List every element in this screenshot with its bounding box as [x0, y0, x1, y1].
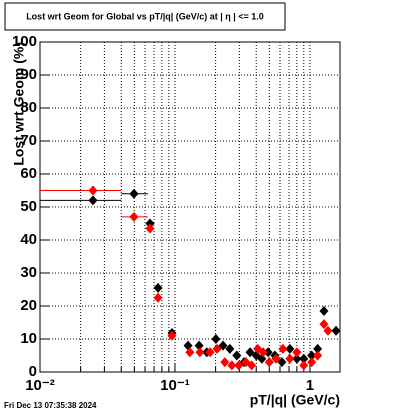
chart-title: Lost wrt Geom for Global vs pT/|q| (GeV/…	[26, 11, 264, 21]
data-point	[247, 360, 257, 371]
data-point	[225, 343, 235, 354]
data-point	[185, 347, 195, 358]
data-point	[285, 343, 295, 354]
data-point	[285, 353, 295, 364]
data-point	[88, 185, 98, 196]
data-point	[129, 188, 139, 199]
y-tick-label: 100	[12, 33, 37, 50]
data-point	[323, 325, 333, 336]
data-point	[220, 357, 230, 368]
data-point	[145, 223, 155, 234]
data-point	[258, 347, 268, 358]
data-point	[319, 319, 329, 330]
data-point	[194, 340, 204, 351]
data-point	[211, 334, 221, 344]
data-point	[153, 282, 163, 293]
data-point	[307, 350, 317, 361]
data-point	[245, 347, 255, 358]
plot-frame	[39, 41, 341, 373]
data-point	[205, 347, 215, 358]
y-tick-label: 10	[20, 330, 37, 347]
data-point	[319, 305, 329, 316]
x-tick-label: 1	[306, 377, 314, 394]
y-tick-label: 70	[20, 132, 37, 149]
data-point	[299, 360, 309, 371]
data-point	[257, 353, 267, 364]
data-point	[212, 343, 222, 354]
data-point	[232, 350, 242, 361]
data-point	[227, 360, 237, 371]
data-point	[331, 325, 341, 336]
x-tick-label: 10⁻²	[25, 377, 55, 394]
y-tick-label: 60	[20, 165, 37, 182]
y-tick-label: 0	[29, 363, 37, 380]
y-tick-label: 90	[20, 66, 37, 83]
data-point	[299, 353, 309, 364]
data-point	[271, 353, 281, 364]
data-point	[307, 357, 317, 368]
y-tick-label: 30	[20, 264, 37, 281]
data-point	[263, 347, 273, 358]
footer: Fri Dec 13 07:35:38 2024	[4, 401, 97, 410]
x-tick-label: 10⁻¹	[160, 377, 190, 394]
data-point	[313, 350, 323, 361]
data-point	[153, 292, 163, 303]
data-point	[292, 347, 302, 358]
data-point	[292, 353, 302, 364]
y-tick-label: 40	[20, 231, 37, 248]
y-tick-label: 80	[20, 99, 37, 116]
data-point	[88, 195, 98, 206]
y-tick-label: 50	[20, 198, 37, 215]
data-point	[129, 211, 139, 222]
data-point	[313, 343, 323, 354]
y-tick-label: 20	[20, 297, 37, 314]
data-point	[234, 360, 244, 371]
data-point	[167, 330, 177, 341]
data-point	[195, 347, 205, 358]
data-point	[278, 343, 288, 354]
title-box	[4, 2, 286, 31]
data-point	[264, 357, 274, 368]
x-axis-label: pT/|q| (GeV/c)	[250, 392, 340, 408]
y-axis-label: Lost wrt Geom (%)	[11, 42, 27, 166]
